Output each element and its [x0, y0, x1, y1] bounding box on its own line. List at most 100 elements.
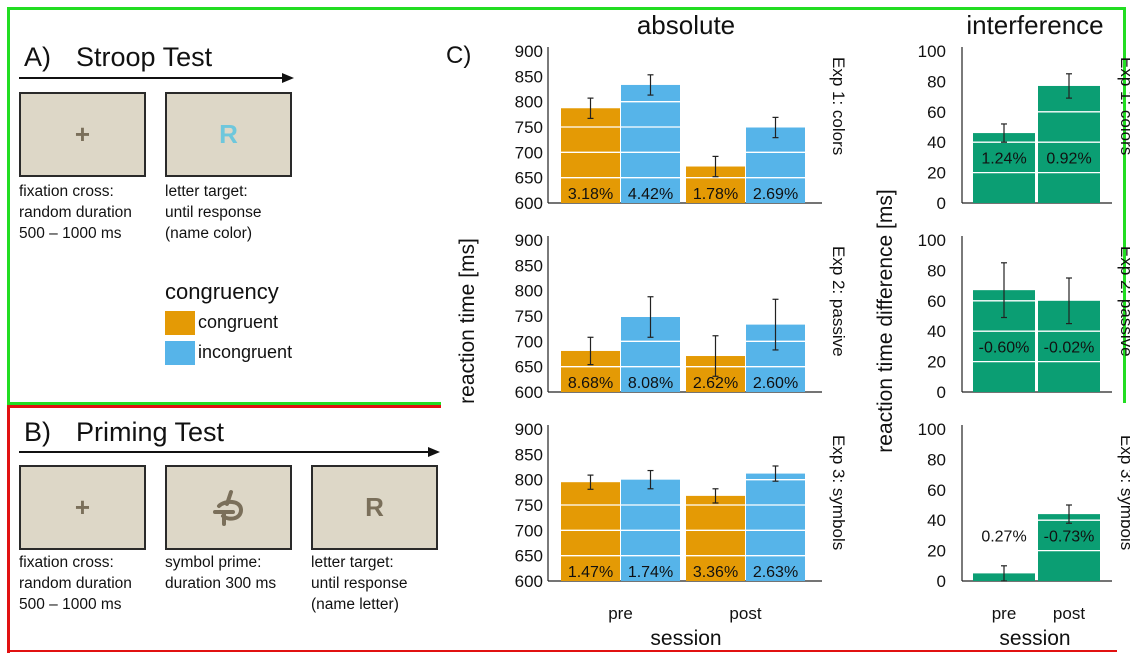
panel-b-title: Priming Test: [76, 417, 225, 447]
y-tick-label: 20: [927, 353, 946, 372]
data-label: 8.08%: [628, 375, 673, 392]
legend-title: congruency: [165, 279, 279, 304]
data-label: -0.02%: [1044, 339, 1095, 356]
panel-b-frame: [7, 405, 441, 653]
y-tick-label: 650: [515, 358, 543, 377]
y-tick-label: 700: [515, 143, 543, 162]
y-tick-label: 80: [927, 72, 946, 91]
data-label: 1.24%: [981, 150, 1026, 167]
y-tick-label: 700: [515, 332, 543, 351]
bar-interference-post: [1038, 85, 1100, 203]
panel-b-frame-bottom: [7, 650, 1117, 652]
y-tick-label: 900: [515, 42, 543, 61]
y-tick-label: 800: [515, 93, 543, 112]
y-tick-label: 0: [937, 572, 946, 591]
y-tick-label: 850: [515, 67, 543, 86]
panel-a-title: Stroop Test: [76, 42, 213, 72]
data-label: 0.27%: [981, 528, 1026, 545]
x-tick-label: post: [1053, 604, 1085, 623]
facet-label: Exp 1: colors: [829, 57, 848, 155]
panel-b-label: B): [24, 417, 51, 447]
data-label: 4.42%: [628, 186, 673, 203]
y-tick-label: 900: [515, 420, 543, 439]
panel-a-label: A): [24, 42, 51, 72]
y-tick-label: 100: [918, 420, 946, 439]
bar-incongruent-post: [746, 127, 805, 203]
priming-prime-screen: [165, 465, 292, 550]
legend-label-congruent: congruent: [198, 312, 279, 332]
y-tick-label: 60: [927, 292, 946, 311]
letter-target-glyph: R: [219, 119, 238, 149]
y-tick-label: 600: [515, 194, 543, 213]
y-tick-label: 600: [515, 383, 543, 402]
bar-incongruent-pre: [621, 84, 680, 203]
stroop-fixation-caption: fixation cross: random duration 500 – 10…: [19, 183, 132, 242]
facet-label: Exp 2: passive: [1117, 246, 1130, 357]
priming-fixation-screen: +: [19, 465, 146, 550]
data-label: 1.74%: [628, 564, 673, 581]
stroop-target-screen: R: [165, 92, 292, 177]
y-tick-label: 60: [927, 103, 946, 122]
y-axis-label: reaction time difference [ms]: [874, 189, 897, 452]
y-tick-label: 100: [918, 231, 946, 250]
facet-label: Exp 1: colors: [1117, 57, 1130, 155]
stroop-fixation-screen: +: [19, 92, 146, 177]
panel-a-timeline-arrow: [19, 77, 289, 79]
y-tick-label: 850: [515, 256, 543, 275]
y-tick-label: 0: [937, 194, 946, 213]
y-tick-label: 650: [515, 169, 543, 188]
y-tick-label: 700: [515, 521, 543, 540]
bar-interference-pre: [973, 133, 1035, 203]
panel-a-frame: [7, 7, 1126, 403]
stroop-target-caption: letter target: until response (name colo…: [165, 183, 262, 242]
x-axis-label: session: [999, 627, 1070, 650]
data-label: -0.60%: [979, 339, 1030, 356]
data-label: 1.78%: [693, 186, 738, 203]
y-tick-label: 80: [927, 450, 946, 469]
facet-label: Exp 2: passive: [829, 246, 848, 357]
panel-c-label: C): [446, 42, 472, 69]
bar-interference-post: [1038, 514, 1100, 581]
y-tick-label: 650: [515, 547, 543, 566]
data-label: 2.62%: [693, 375, 738, 392]
bar-congruent-pre: [561, 482, 620, 581]
y-tick-label: 750: [515, 496, 543, 515]
chart-title: interference: [966, 10, 1103, 40]
y-tick-label: 750: [515, 307, 543, 326]
y-tick-label: 40: [927, 133, 946, 152]
fixation-cross-icon: +: [74, 492, 91, 522]
y-tick-label: 800: [515, 471, 543, 490]
y-tick-label: 850: [515, 445, 543, 464]
y-tick-label: 20: [927, 542, 946, 561]
panel-b-timeline-arrow: [19, 451, 434, 453]
data-label: 1.47%: [568, 564, 613, 581]
y-tick-label: 600: [515, 572, 543, 591]
y-axis-label: reaction time [ms]: [456, 238, 479, 404]
panel-a-frame-bottom: [7, 402, 441, 405]
y-tick-label: 60: [927, 481, 946, 500]
priming-prime-caption: symbol prime: duration 300 ms: [165, 554, 277, 592]
y-tick-label: 0: [937, 383, 946, 402]
facet-label: Exp 3: symbols: [1117, 435, 1130, 550]
panel-b-arrow-head: [428, 447, 440, 457]
y-tick-label: 40: [927, 511, 946, 530]
data-label: 2.60%: [753, 375, 798, 392]
data-label: 2.69%: [753, 186, 798, 203]
x-tick-label: pre: [992, 604, 1017, 623]
y-tick-label: 900: [515, 231, 543, 250]
letter-target-glyph: R: [365, 492, 384, 522]
y-tick-label: 40: [927, 322, 946, 341]
priming-target-screen: R: [311, 465, 438, 550]
y-tick-label: 800: [515, 282, 543, 301]
x-axis-label: session: [650, 627, 721, 650]
bar-congruent-pre: [561, 108, 620, 203]
chart-title: absolute: [637, 10, 735, 40]
data-label: 3.18%: [568, 186, 613, 203]
facet-label: Exp 3: symbols: [829, 435, 848, 550]
data-label: 0.92%: [1046, 150, 1091, 167]
fixation-cross-icon: +: [74, 119, 91, 149]
data-label: 2.63%: [753, 564, 798, 581]
bar-incongruent-post: [746, 473, 805, 581]
bar-congruent-post: [686, 495, 745, 581]
